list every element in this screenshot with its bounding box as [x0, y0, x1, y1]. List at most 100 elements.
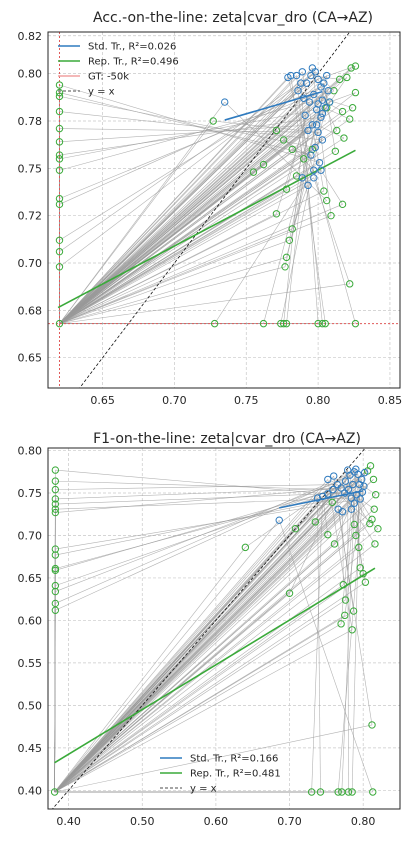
- rep-point: [51, 477, 60, 485]
- rep-point: [351, 88, 360, 97]
- connector-line: [54, 479, 329, 793]
- connector-line: [59, 215, 332, 324]
- plot-frame: [47, 31, 401, 389]
- std-point: [360, 468, 369, 477]
- connector-line: [54, 724, 373, 793]
- rep-point: [316, 788, 325, 796]
- connector-line: [54, 543, 376, 793]
- connector-line: [315, 71, 335, 91]
- rep-point: [55, 263, 64, 271]
- connector-line: [54, 497, 318, 793]
- legend-rep-label: Rep. Tr., R²=0.496: [88, 57, 179, 68]
- connector-line: [283, 139, 320, 163]
- rep-point: [272, 126, 281, 135]
- connector-line: [59, 120, 214, 324]
- connector-line: [55, 474, 351, 611]
- y-tick-label: 0.65: [18, 352, 43, 365]
- rep-point: [279, 136, 288, 144]
- reference-lines: [48, 32, 400, 388]
- connector-line: [59, 228, 293, 324]
- std-point: [275, 516, 283, 524]
- connector-line: [329, 92, 356, 103]
- rep-point: [318, 319, 327, 328]
- connector-line: [54, 519, 373, 793]
- rep-point: [323, 196, 331, 205]
- connector-line: [59, 111, 343, 324]
- rep-point: [55, 138, 64, 146]
- std-point: [311, 143, 319, 152]
- connector-line: [59, 94, 314, 199]
- rep-point: [259, 319, 268, 328]
- rep-point: [55, 107, 64, 116]
- connector-line: [54, 502, 333, 793]
- connector-line: [59, 266, 286, 324]
- std-point: [350, 499, 359, 507]
- y-tick-label: 0.82: [18, 30, 43, 43]
- std-point: [358, 488, 367, 496]
- rep-point: [55, 155, 64, 163]
- reference-lines: [51, 448, 366, 809]
- connector-line: [59, 98, 304, 324]
- std-point: [323, 71, 331, 80]
- connector-line: [59, 82, 307, 324]
- rep-point: [51, 599, 60, 608]
- x-tick-label: 0.75: [234, 394, 259, 407]
- rep-point: [55, 247, 64, 256]
- connector-line: [55, 479, 362, 586]
- std-point: [347, 505, 356, 513]
- rep-point: [279, 319, 288, 328]
- rep-point: [343, 73, 351, 82]
- connector-line: [54, 623, 342, 793]
- connector-line: [55, 492, 345, 505]
- rep-point: [50, 788, 59, 796]
- std-point: [324, 475, 332, 484]
- connector-line: [54, 508, 352, 793]
- rep-point: [51, 581, 60, 590]
- connector-line: [54, 484, 360, 793]
- rep-point: [281, 263, 289, 271]
- connector-line: [59, 82, 302, 324]
- f1-on-the-line-chart: F1-on-the-line: zeta|cvar_dro (CA→AZ) 0.…: [18, 431, 401, 828]
- connector-line: [327, 479, 353, 630]
- rep-point: [282, 319, 291, 328]
- std-point: [314, 75, 322, 84]
- legend-std-label: Std. Tr., R²=0.026: [88, 42, 176, 53]
- connector-line: [55, 489, 349, 569]
- rep-point: [55, 236, 64, 244]
- connector-line: [59, 139, 284, 324]
- rep-point: [209, 117, 217, 125]
- rep-point: [285, 236, 294, 244]
- connector-line: [55, 484, 353, 571]
- connector-line: [253, 124, 313, 173]
- connector-line: [54, 593, 290, 793]
- rep-point: [249, 168, 258, 176]
- identity-line: [79, 32, 351, 388]
- connector-line: [59, 67, 313, 324]
- std-point: [298, 68, 307, 76]
- rep-point: [300, 155, 308, 163]
- rep-point: [350, 520, 359, 529]
- rep-point: [55, 88, 64, 97]
- chart-title: Acc.-on-the-line: zeta|cvar_dro (CA→AZ): [93, 10, 373, 26]
- x-tick-label: 0.60: [204, 815, 229, 828]
- rep-point: [324, 530, 332, 539]
- rep-point: [330, 87, 338, 95]
- std-point: [300, 94, 308, 102]
- connector-line: [59, 185, 309, 324]
- y-tick-label: 0.75: [18, 162, 43, 175]
- rep-point: [368, 515, 376, 524]
- x-tick-label: 0.50: [130, 815, 155, 828]
- std-point: [297, 79, 305, 87]
- connector-line: [54, 567, 361, 793]
- legend-gt-label: GT: -50k: [88, 72, 129, 83]
- connector-line: [310, 75, 340, 80]
- rep-point: [55, 166, 64, 174]
- rep-point: [51, 500, 60, 508]
- rep-point: [55, 92, 64, 101]
- std-point: [315, 158, 324, 167]
- grid: [48, 32, 400, 388]
- connector-line: [59, 204, 343, 324]
- rep-point: [371, 540, 379, 548]
- connector-line: [54, 470, 368, 793]
- rep-point: [348, 626, 356, 634]
